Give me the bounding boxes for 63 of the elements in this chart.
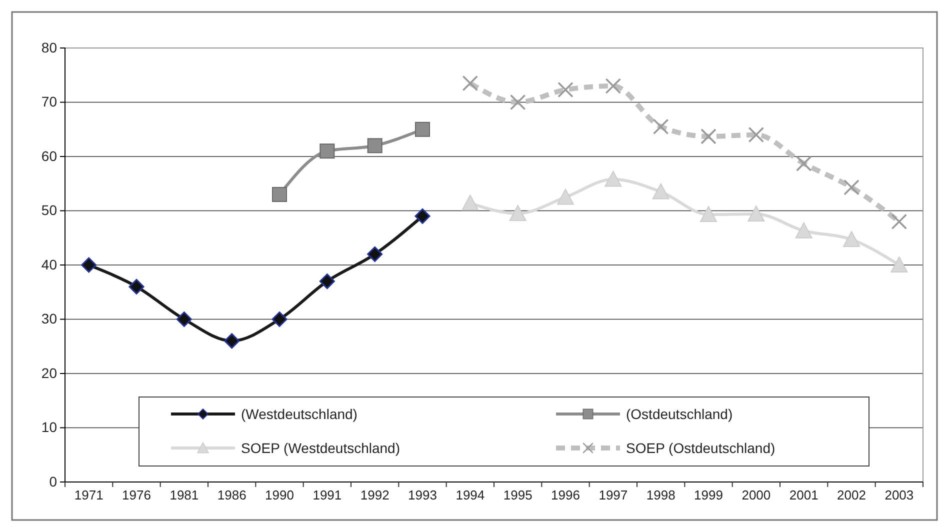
x-tick-label: 1994 <box>456 487 485 502</box>
y-tick-label: 80 <box>41 39 58 56</box>
y-tick-label: 0 <box>49 473 58 490</box>
x-tick-label: 1998 <box>646 487 676 502</box>
y-tick-label: 30 <box>41 310 58 327</box>
x-tick-label: 1996 <box>551 487 580 502</box>
point <box>843 231 860 248</box>
legend-label: (Ostdeutschland) <box>626 406 733 422</box>
point <box>652 183 670 200</box>
y-tick-label: 60 <box>41 148 58 164</box>
point <box>700 206 717 222</box>
point <box>415 122 430 137</box>
point <box>462 194 479 211</box>
point <box>509 204 526 221</box>
point <box>367 246 383 262</box>
x-tick-label: 1993 <box>408 487 437 502</box>
x-tick-label: 1992 <box>360 487 390 502</box>
point <box>891 214 908 230</box>
point <box>367 138 382 154</box>
y-tick-label: 20 <box>41 364 58 381</box>
point <box>700 128 716 144</box>
y-tick-label: 40 <box>41 256 58 272</box>
x-tick-label: 1995 <box>503 487 532 502</box>
point <box>748 126 764 143</box>
legend-label: SOEP (Westdeutschland) <box>241 440 400 456</box>
point <box>558 82 574 98</box>
point <box>795 222 812 238</box>
x-tick-label: 1981 <box>170 487 199 502</box>
x-tick-label: 1999 <box>694 487 723 502</box>
x-tick-label: 1991 <box>312 487 342 502</box>
x-tick-label: 1990 <box>265 487 294 502</box>
point <box>652 118 669 135</box>
point <box>319 274 335 290</box>
x-tick-label: 2000 <box>742 487 771 502</box>
point <box>748 206 765 222</box>
x-tick-label: 2002 <box>837 487 866 502</box>
y-tick-label: 10 <box>41 419 58 436</box>
point <box>414 208 430 224</box>
point <box>890 256 908 272</box>
y-tick-label: 70 <box>41 94 58 110</box>
point <box>510 94 526 110</box>
x-tick-label: 1997 <box>598 487 628 502</box>
point <box>272 186 287 202</box>
y-tick-label: 50 <box>41 202 58 218</box>
x-tick-label: 2003 <box>884 487 914 502</box>
x-tick-label: 1971 <box>74 487 104 502</box>
point <box>272 312 288 327</box>
x-tick-label: 2001 <box>789 487 818 502</box>
point <box>557 188 574 205</box>
point <box>462 75 478 92</box>
point <box>320 144 335 159</box>
point <box>176 312 192 327</box>
point <box>605 78 622 94</box>
point <box>796 156 812 172</box>
point <box>81 257 97 273</box>
point <box>128 278 144 294</box>
point <box>604 170 622 187</box>
point <box>224 333 240 349</box>
x-tick-label: 1986 <box>217 487 246 502</box>
legend-label: (Westdeutschland) <box>241 406 358 422</box>
legend-label: SOEP (Ostdeutschland) <box>626 440 776 456</box>
x-tick-label: 1976 <box>122 487 151 502</box>
point <box>844 180 860 196</box>
